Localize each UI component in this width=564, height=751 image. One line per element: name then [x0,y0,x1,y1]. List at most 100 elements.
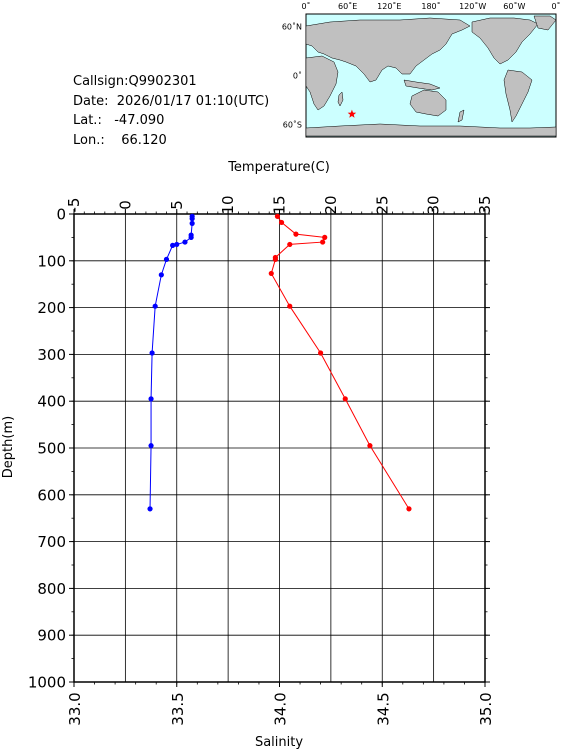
map-lon-tick-label: 60˚W [503,1,525,11]
temperature-tick-label: 30 [425,195,443,214]
salinity-tick-label: 33.0 [66,692,84,725]
plot-frame [73,213,486,683]
location-map: 0˚ 60˚E 120˚E 180˚ 120˚W 60˚W 0˚ 60˚N 0˚ 60˚S [282,1,561,138]
temperature-axis-label: Temperature(C) [227,160,330,175]
callsign-label: Callsign: [73,74,129,89]
temperature-data-point [158,272,164,278]
depth-tick-label: 500 [37,440,66,458]
land-indonesia [403,79,441,91]
temperature-data-point [188,234,194,240]
map-lon-tick-label: 0˚ [301,1,310,11]
temperature-tick-label: 20 [322,195,340,214]
date-label: Date: [73,93,109,109]
map-lon-tick-label: 120˚W [459,1,486,11]
date-value: 2026/01/17 01:10(UTC) [116,93,270,109]
land-africa [305,55,339,111]
lat-row: Lat.: -47.090 [73,111,269,131]
salinity-tick-label: 35.0 [477,692,495,725]
map-lon-tick-label: 180˚ [421,1,440,11]
salinity-axis-label: Salinity [255,735,303,750]
land-north-america [471,17,539,65]
temperature-data-point [174,241,180,248]
salinity-data-point [342,396,348,402]
temperature-tick-label: 10 [219,195,237,214]
land-antarctica [305,123,557,137]
location-star-icon [347,109,357,118]
date-row: Date: 2026/01/17 01:10(UTC) [73,92,269,112]
lat-value: -47.090 [114,113,165,128]
map-lat-tick-label: 60˚S [283,120,302,130]
lon-row: Lon.: 66.120 [73,131,269,151]
temperature-tick-label: 35 [476,195,494,214]
map-lat-tick-label: 0˚ [293,71,302,81]
map-lon-tick-label: 120˚E [377,1,401,11]
depth-tick-label: 900 [37,627,66,645]
salinity-data-point [318,350,324,356]
salinity-tick-label: 34.5 [374,692,392,725]
depth-tick-label: 600 [37,486,66,504]
salinity-data-point [406,506,412,512]
callsign-row: Callsign:Q9902301 [73,72,269,92]
salinity-profile-line [270,216,410,510]
salinity-data-point [274,213,281,219]
lat-label: Lat.: [73,113,102,128]
temperature-tick-label: 15 [271,195,289,214]
salinity-data-point [287,241,293,248]
temperature-ticks: -5 0 5 10 15 20 25 30 35 [65,195,494,214]
temperature-data-point [147,506,153,512]
salinity-data-point [287,303,293,309]
temperature-data-point [152,303,158,309]
temperature-data-point [182,239,188,245]
temperature-tick-label: 0 [116,200,134,210]
float-info: Callsign:Q9902301 Date: 2026/01/17 01:10… [73,72,269,150]
map-lon-ticks: 0˚ 60˚E 120˚E 180˚ 120˚W 60˚W 0˚ [301,1,560,11]
salinity-tick-label: 34.0 [272,692,290,725]
land-australia [409,89,447,117]
salinity-data-point [278,219,285,226]
map-lon-tick-label: 0˚ [551,1,560,11]
salinity-data-point [272,256,278,262]
salinity-data-point [293,231,299,237]
temperature-data-point [149,350,155,356]
chart-grid [73,214,486,682]
temperature-data-point [148,443,154,449]
map-lon-tick-label: 60˚E [338,1,357,11]
depth-axis-label: Depth(m) [1,416,16,478]
depth-tick-label: 0 [56,206,66,224]
land-eurasia [305,17,471,83]
land-new-zealand [457,109,465,123]
temperature-data-point [148,396,154,402]
map-lat-ticks: 60˚N 0˚ 60˚S [282,21,302,129]
depth-tick-label: 300 [37,346,66,364]
land-madagascar [337,91,344,107]
depth-ticks: 0 100 200 300 400 500 600 700 800 900 1000 [28,206,490,692]
salinity-ticks: 33.0 33.5 34.0 34.5 35.0 [66,682,495,726]
temperature-profile-line [149,216,193,509]
depth-tick-label: 400 [37,393,66,411]
temperature-data-point [170,242,176,248]
temperature-tick-label: 5 [168,200,186,210]
salinity-data-point [320,239,326,245]
temperature-data-point [163,256,170,262]
temperature-data-point [189,220,195,226]
depth-tick-label: 200 [37,299,66,317]
salinity-data-point [367,443,373,449]
depth-tick-label: 700 [37,533,66,551]
callsign-value: Q9902301 [128,74,197,89]
temperature-tick-label: 25 [373,195,391,214]
map-land [305,15,557,137]
salinity-tick-label: 33.5 [169,692,187,725]
depth-tick-label: 1000 [28,674,66,692]
land-greenland [533,15,557,31]
temperature-tick-label: -5 [65,198,83,213]
lon-label: Lon.: [73,132,105,148]
depth-tick-label: 800 [37,580,66,598]
salinity-data-point [322,234,328,240]
temperature-data-point [189,216,195,222]
salinity-data-point [268,270,274,277]
lon-value: 66.120 [121,132,167,148]
series-layer [147,213,412,512]
land-south-america [503,69,533,123]
map-lat-tick-label: 60˚N [282,21,302,31]
